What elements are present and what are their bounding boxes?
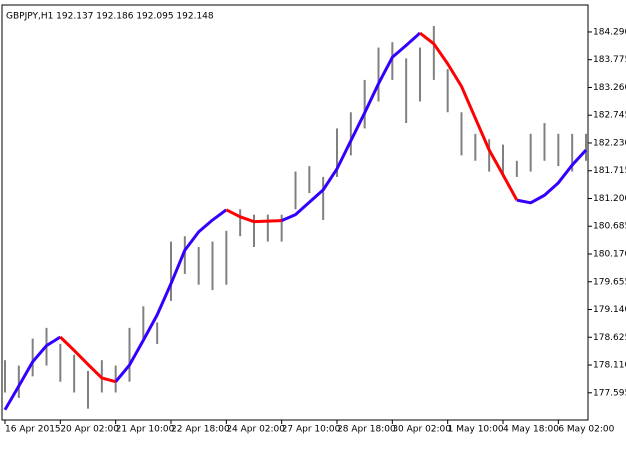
x-tick-label: 4 May 18:00 <box>503 425 559 435</box>
y-tick-label: 183.775 <box>593 55 626 65</box>
y-tick-label: 181.715 <box>593 166 626 176</box>
y-tick-label: 180.685 <box>593 222 626 232</box>
indicator-line <box>419 31 519 201</box>
x-tick-label: 24 Apr 02:00 <box>226 425 285 435</box>
x-tick-label: 20 Apr 02:00 <box>60 425 119 435</box>
y-tick-label: 177.595 <box>593 388 626 398</box>
indicator-line <box>3 335 62 411</box>
plot-frame <box>1 4 589 421</box>
x-tick-label: 21 Apr 10:00 <box>116 425 175 435</box>
x-tick-label: 22 Apr 18:00 <box>171 425 230 435</box>
y-tick-label: 182.230 <box>593 138 626 148</box>
y-tick-label: 178.110 <box>593 361 626 371</box>
x-tick-label: 6 May 02:00 <box>558 425 614 435</box>
x-tick-label: 16 Apr 2015 <box>5 425 61 435</box>
y-tick-label: 183.260 <box>593 83 626 93</box>
y-tick-label: 182.745 <box>593 111 626 121</box>
y-tick-label: 181.200 <box>593 194 626 204</box>
indicator-line <box>59 335 117 384</box>
y-tick-label: 179.140 <box>593 305 626 315</box>
x-tick-label: 30 Apr 02:00 <box>392 425 451 435</box>
y-tick-label: 179.655 <box>593 277 626 287</box>
indicator-line <box>114 208 228 383</box>
x-tick-label: 27 Apr 10:00 <box>282 425 341 435</box>
y-tick-label: 180.170 <box>593 250 626 260</box>
indicator-line <box>225 208 282 224</box>
indicator-line <box>516 148 588 205</box>
x-tick-label: 28 Apr 18:00 <box>337 425 396 435</box>
y-tick-label: 178.625 <box>593 333 626 343</box>
chart-title: GBPJPY,H1 192.137 192.186 192.095 192.14… <box>6 12 214 22</box>
y-tick-label: 184.290 <box>593 27 626 37</box>
indicator-line <box>281 31 422 222</box>
x-tick-label: 1 May 10:00 <box>448 425 504 435</box>
